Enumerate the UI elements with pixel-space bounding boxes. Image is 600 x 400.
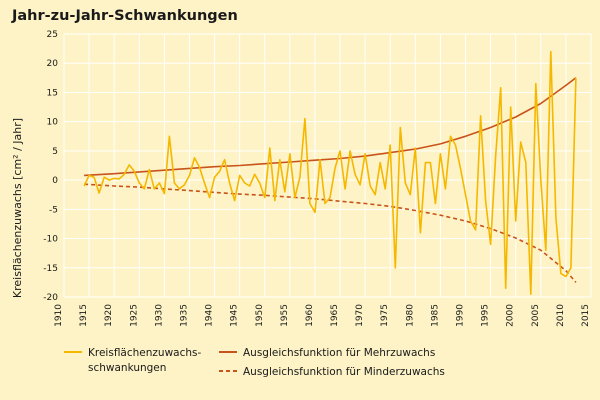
x-tick-label: 2010 — [556, 304, 566, 327]
x-tick-label: 1965 — [330, 304, 340, 327]
x-tick-label: 1915 — [79, 304, 89, 327]
y-tick-label: 15 — [47, 88, 58, 98]
legend-label-series-0-line2: schwankungen — [88, 362, 166, 374]
x-tick-label: 1940 — [205, 304, 215, 327]
x-tick-label: 1960 — [305, 304, 315, 327]
x-tick-label: 1920 — [104, 304, 114, 327]
x-tick-label: 1975 — [380, 304, 390, 327]
x-tick-label: 1925 — [129, 304, 139, 327]
y-tick-label: -10 — [43, 235, 58, 245]
chart-title: Jahr-zu-Jahr-Schwankungen — [12, 8, 238, 24]
legend-label-series-2: Ausgleichsfunktion für Minderzuwachs — [243, 366, 445, 378]
x-tick-label: 1935 — [179, 304, 189, 327]
y-tick-label: 10 — [47, 118, 59, 128]
y-tick-label: -20 — [43, 293, 58, 303]
legend-label-series-0-line1: Kreisflächenzuwachs- — [88, 347, 201, 359]
x-tick-label: 1985 — [430, 304, 440, 327]
y-tick-label: 20 — [47, 59, 59, 69]
legend: Kreisflächenzuwachs-schwankungen Ausgleic… — [64, 347, 445, 378]
x-tick-label: 1950 — [255, 304, 265, 327]
series-layer — [83, 50, 577, 295]
x-tick-label: 1970 — [355, 304, 365, 327]
legend-label-series-1: Ausgleichsfunktion für Mehrzuwachs — [243, 347, 435, 359]
x-tick-label: 2015 — [581, 304, 591, 327]
y-tick-label: -5 — [49, 205, 58, 215]
y-tick-label: 5 — [52, 147, 58, 157]
x-tick-label: 2000 — [506, 304, 516, 327]
x-tick-label: 1990 — [456, 304, 466, 327]
x-tick-label: 1980 — [405, 304, 415, 327]
x-tick-label: 2005 — [531, 304, 541, 327]
x-tick-label: 1930 — [154, 304, 164, 327]
y-tick-label: 0 — [52, 176, 58, 186]
plot-area — [64, 34, 591, 297]
series-line-0 — [83, 50, 577, 295]
x-tick-label: 1910 — [54, 304, 64, 327]
grid-layer — [63, 33, 592, 298]
x-tick-label: 1955 — [280, 304, 290, 327]
y-tick-label: -15 — [43, 264, 58, 274]
y-tick-label: 25 — [47, 30, 58, 40]
y-axis-label: Kreisflächenzuwachs [cm² / Jahr] — [11, 117, 24, 299]
x-tick-label: 1995 — [481, 304, 491, 327]
x-tick-label: 1945 — [230, 304, 240, 327]
